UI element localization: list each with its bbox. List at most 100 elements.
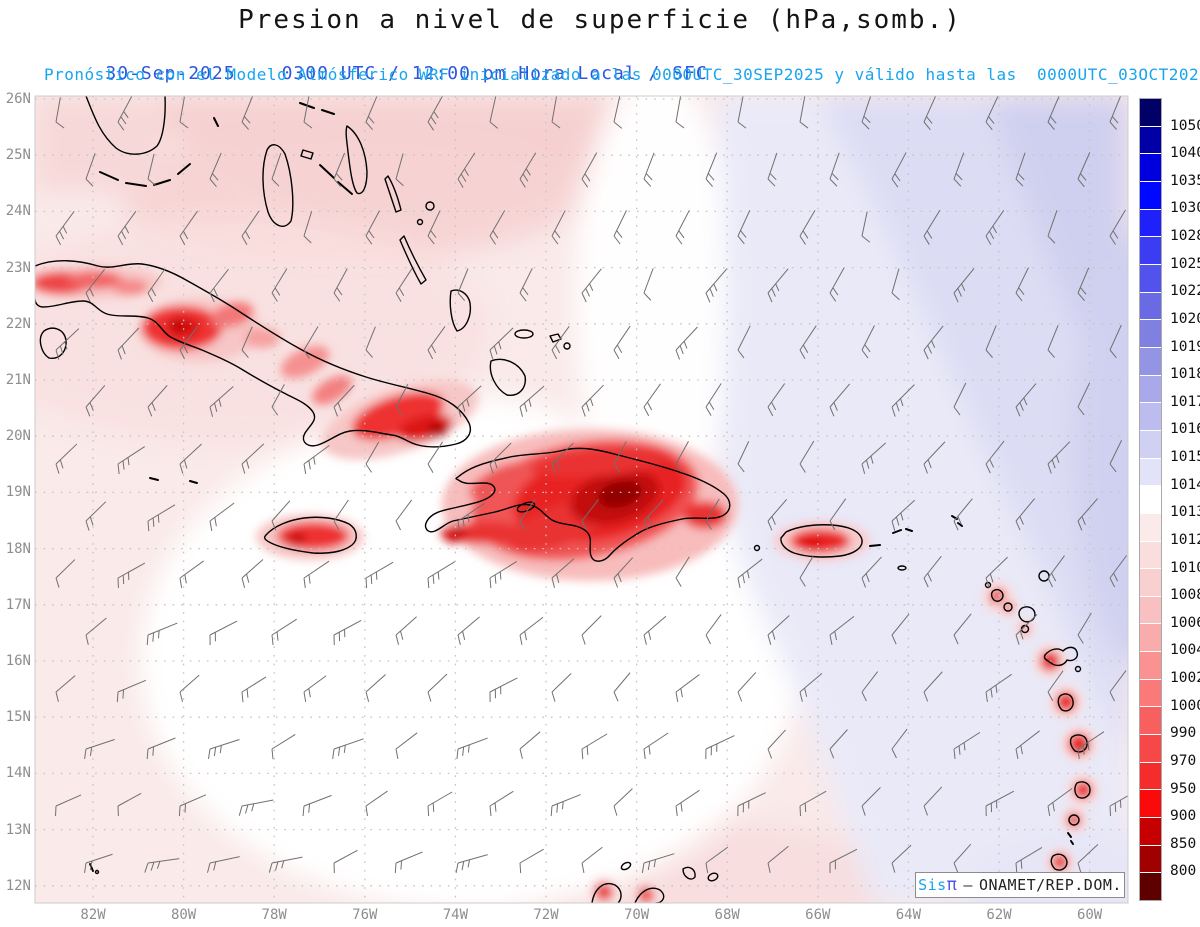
wind-barb [209,502,235,531]
wind-barb [953,613,972,645]
colorbar-label: 1030 [1170,200,1200,217]
wind-barb [799,325,817,359]
wind-barb [427,441,443,473]
wind-barb [55,675,76,702]
wind-barb [1047,441,1071,474]
wind-barb [675,326,698,360]
wind-barb [271,268,288,302]
wind-barb [767,268,789,303]
wind-barb [395,268,413,302]
map-frame [34,95,1129,904]
colorbar-segment [1140,457,1161,486]
wind-barb [705,614,722,645]
colorbar-label: 1025 [1170,255,1200,272]
wind-barb [147,504,176,532]
wind-barb [829,848,858,874]
wind-barb [1077,731,1105,760]
wind-barb [146,622,178,646]
colorbar-label: 1017 [1170,393,1200,410]
wind-barb [489,96,499,129]
wind-barb [829,498,847,531]
wind-barb [675,210,690,245]
wind-barb [923,209,941,245]
wind-barb [985,556,1008,588]
wind-barb [303,326,319,359]
wind-barb [333,268,348,302]
colorbar-segment [1140,374,1161,403]
lat-label: 18N [5,540,31,557]
wind-barb [178,794,207,817]
wind-barb [241,443,265,474]
lon-label: 62W [986,907,1012,923]
wind-barb [923,96,937,131]
wind-barb [641,853,675,874]
wind-barb [333,384,355,417]
lon-label: 68W [714,907,740,923]
wind-barb [953,498,973,531]
lat-lon-gridlines [35,96,1128,903]
wind-barb [117,792,142,817]
colorbar-label: 990 [1170,725,1197,742]
wind-barb [1015,614,1038,645]
wind-barb [767,615,790,645]
wind-barb [302,794,332,817]
wind-barb [829,383,851,417]
wind-barb [613,96,623,129]
datetime-line: 30-Sep-2025 0300 UTC / 12:00 pm Hora Loca… [58,42,708,105]
wind-barb [489,677,518,703]
colorbar-label: 800 [1170,863,1197,880]
attribution-org: ONAMET/REP.DOM. [978,876,1122,894]
wind-barb [985,96,1000,131]
wind-barb [333,152,346,187]
wind-barb [1109,209,1126,245]
wind-barb [767,152,778,187]
colorbar-segment [1140,402,1161,430]
lon-label: 64W [895,907,922,923]
colorbar-label: 900 [1170,808,1197,825]
wind-barb [613,557,634,588]
wind-barb [799,440,815,473]
wind-barb [271,618,297,646]
wind-barb [923,555,942,588]
wind-barb [891,499,916,531]
wind-barb [675,556,690,587]
wind-barb [117,96,133,131]
wind-barb [551,442,574,474]
wind-barb [1077,498,1098,531]
wind-barb [737,792,766,817]
wind-barbs [55,96,1128,874]
wind-barb [489,327,514,360]
wind-barb [1047,555,1065,588]
lon-label: 74W [442,907,469,923]
lat-label: 23N [5,259,31,276]
wind-barb [891,268,900,301]
wind-barb [303,560,330,589]
colorbar-segment [1140,817,1161,845]
colorbar-segment [1140,595,1161,624]
wind-barb [985,325,997,358]
wind-barb [613,210,627,245]
colorbar-segment [1140,346,1161,375]
wind-barb [455,854,488,873]
wind-barb [581,268,602,303]
colorbar-label: 1019 [1170,338,1200,355]
wind-barb [489,210,506,245]
wind-barb [427,326,446,360]
wind-barb [767,498,788,531]
wind-barb [209,386,234,417]
lat-label: 12N [5,877,31,894]
wind-barb [551,96,561,129]
pressure-colorbar [1139,98,1162,901]
wind-barb [675,96,685,129]
wind-barb [303,96,313,129]
wind-barb [1077,382,1091,416]
wind-barb [427,96,444,131]
wind-barb [427,561,456,589]
colorbar-segment [1140,872,1161,901]
forecast-valid-time: 0300 UTC / 12:00 pm Hora Local / SFC [281,63,708,84]
pressure-shading-field [35,96,1128,903]
wind-barb [519,848,544,874]
wind-barb [767,845,789,873]
